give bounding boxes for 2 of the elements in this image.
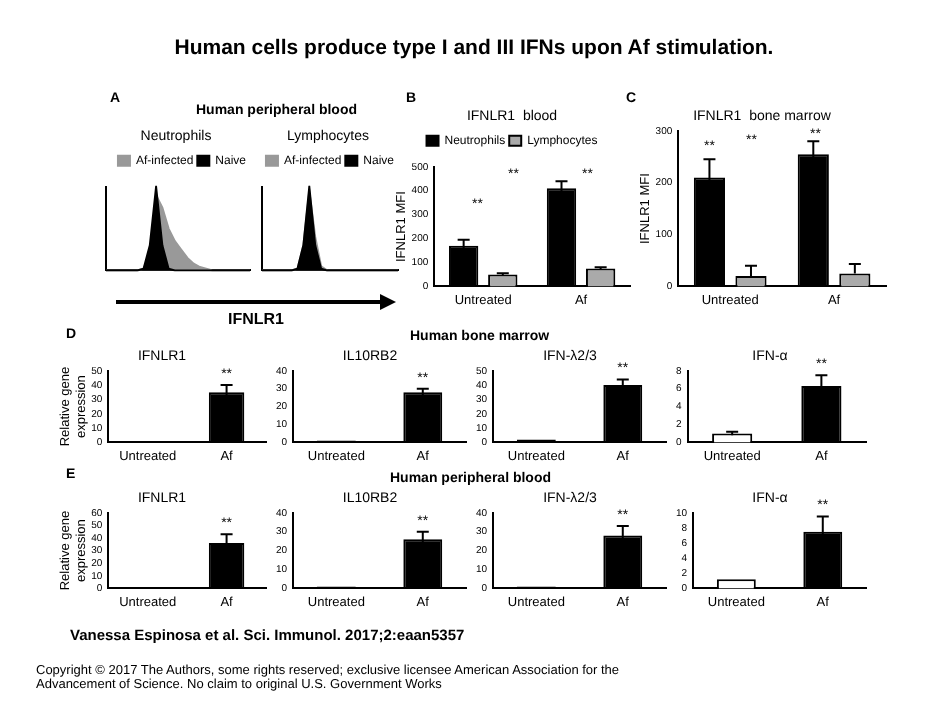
text: Human cells produce type I and III IFNs upon Af stimulation. bbox=[172, 36, 776, 60]
x-axis-title: IFNLR1 bbox=[226, 310, 286, 328]
